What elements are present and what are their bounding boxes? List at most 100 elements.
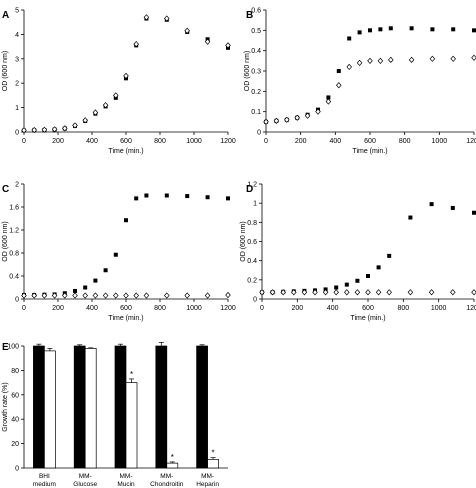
data-point-diamond bbox=[294, 114, 300, 121]
data-point-diamond bbox=[273, 117, 280, 124]
data-point-diamond bbox=[225, 42, 231, 49]
y-tick-label: 0.6 bbox=[251, 8, 261, 15]
data-point-diamond bbox=[333, 289, 339, 296]
x-tick-label: 0 bbox=[22, 305, 26, 312]
bar bbox=[33, 345, 45, 469]
data-point-square bbox=[83, 285, 88, 290]
data-point-square bbox=[205, 195, 210, 200]
y-tick-label: 1.6 bbox=[9, 205, 19, 212]
x-tick-label: 800 bbox=[154, 138, 166, 145]
axes bbox=[259, 183, 475, 302]
y-tick-label: 5 bbox=[15, 8, 19, 15]
panel-label: A bbox=[2, 10, 9, 21]
data-point-diamond bbox=[102, 292, 109, 299]
x-tick-label: 400 bbox=[86, 305, 98, 312]
y-tick-label: 0.2 bbox=[247, 277, 257, 284]
series-filled-square bbox=[264, 26, 476, 124]
data-point-square bbox=[378, 27, 383, 32]
data-point-diamond bbox=[143, 292, 150, 299]
data-point-square bbox=[103, 268, 108, 273]
data-point-diamond bbox=[365, 289, 371, 296]
y-tick-label: 0.8 bbox=[9, 251, 19, 258]
category-label: medium bbox=[33, 481, 56, 488]
x-axis-label: Time (min.) bbox=[352, 148, 387, 155]
x-tick-label: 1200 bbox=[220, 305, 236, 312]
x-tick-label: 200 bbox=[52, 305, 64, 312]
y-tick-label: 0.1 bbox=[251, 109, 261, 116]
data-point-diamond bbox=[31, 292, 37, 299]
data-point-diamond bbox=[133, 41, 139, 48]
data-point-diamond bbox=[92, 109, 99, 116]
data-point-diamond bbox=[407, 289, 414, 296]
y-tick-label: 0 bbox=[253, 297, 257, 304]
bar bbox=[84, 348, 97, 469]
data-point-diamond bbox=[428, 289, 435, 296]
data-point-diamond bbox=[113, 92, 119, 99]
data-point-diamond bbox=[471, 289, 476, 296]
y-tick-label: 0.3 bbox=[251, 69, 261, 76]
x-tick-label: 800 bbox=[397, 305, 409, 312]
data-point-diamond bbox=[377, 57, 384, 64]
data-point-diamond bbox=[225, 291, 231, 299]
panel-d: D 0 200 400 600 800 1000 1200 0 0.2 0.4 0.6 0.8 1 1.2 T… bbox=[240, 182, 476, 322]
x-tick-label: 400 bbox=[329, 138, 341, 145]
panel-c: C 0 200 400 600 800 1000 1200 0 0.4 0.8 1.2 1.6 2 Time… bbox=[2, 182, 236, 323]
data-point-square bbox=[326, 95, 331, 100]
bar bbox=[196, 345, 208, 469]
category-label: Heparin bbox=[196, 481, 219, 488]
data-point-diamond bbox=[386, 289, 392, 296]
data-point-diamond bbox=[123, 292, 129, 299]
category-label: MM- bbox=[120, 473, 133, 480]
data-point-diamond bbox=[269, 289, 276, 296]
data-point-square bbox=[409, 26, 414, 31]
bar bbox=[155, 345, 168, 469]
y-tick-label: 0.4 bbox=[9, 274, 19, 281]
y-tick-label: 0 bbox=[257, 130, 261, 137]
data-point-diamond bbox=[322, 289, 329, 296]
category-label: Glucose bbox=[73, 481, 97, 488]
data-point-diamond bbox=[164, 15, 170, 22]
x-tick-label: 600 bbox=[120, 305, 132, 312]
data-point-diamond bbox=[41, 126, 48, 133]
data-point-square bbox=[366, 274, 370, 278]
data-point-diamond bbox=[375, 289, 382, 296]
data-point-square bbox=[368, 28, 372, 33]
data-point-square bbox=[344, 282, 349, 287]
x-tick-label: 1200 bbox=[220, 138, 236, 145]
data-point-diamond bbox=[184, 27, 190, 34]
bar bbox=[207, 459, 219, 469]
data-point-square bbox=[430, 27, 435, 32]
x-tick-label: 1000 bbox=[431, 305, 447, 312]
y-tick-label: 40 bbox=[11, 417, 19, 424]
x-tick-label: 400 bbox=[327, 305, 339, 312]
x-tick-label: 800 bbox=[154, 305, 166, 312]
data-point-square bbox=[357, 30, 362, 35]
data-point-diamond bbox=[62, 125, 68, 132]
category-label: MM- bbox=[79, 473, 92, 480]
x-tick-label: 0 bbox=[264, 138, 268, 145]
panel-b: B 0 200 400 600 800 1000 1200 0 0.1 0.2 0.3 0.4 0.5 0.… bbox=[244, 8, 476, 155]
bar bbox=[44, 350, 56, 469]
data-point-diamond bbox=[72, 292, 78, 299]
y-tick-label: 4 bbox=[15, 32, 19, 39]
bar bbox=[125, 382, 138, 469]
y-axis-label: OD (600 nm) bbox=[2, 51, 9, 91]
series-open-diamond bbox=[259, 289, 476, 296]
panel-label: C bbox=[2, 184, 9, 195]
data-point-diamond bbox=[291, 289, 297, 296]
data-point-diamond bbox=[429, 55, 436, 62]
data-point-square bbox=[451, 27, 456, 32]
data-point-diamond bbox=[356, 59, 363, 66]
y-tick-label: 2 bbox=[15, 81, 19, 88]
data-point-square bbox=[334, 285, 339, 290]
data-point-square bbox=[355, 278, 360, 283]
data-point-diamond bbox=[284, 116, 290, 123]
y-tick-label: 0.4 bbox=[247, 258, 257, 265]
data-point-square bbox=[376, 265, 381, 270]
x-tick-label: 200 bbox=[52, 138, 64, 145]
bar bbox=[73, 345, 86, 469]
data-point-diamond bbox=[471, 54, 476, 61]
y-tick-label: 0.5 bbox=[251, 28, 261, 35]
panel-label: E bbox=[2, 342, 9, 353]
